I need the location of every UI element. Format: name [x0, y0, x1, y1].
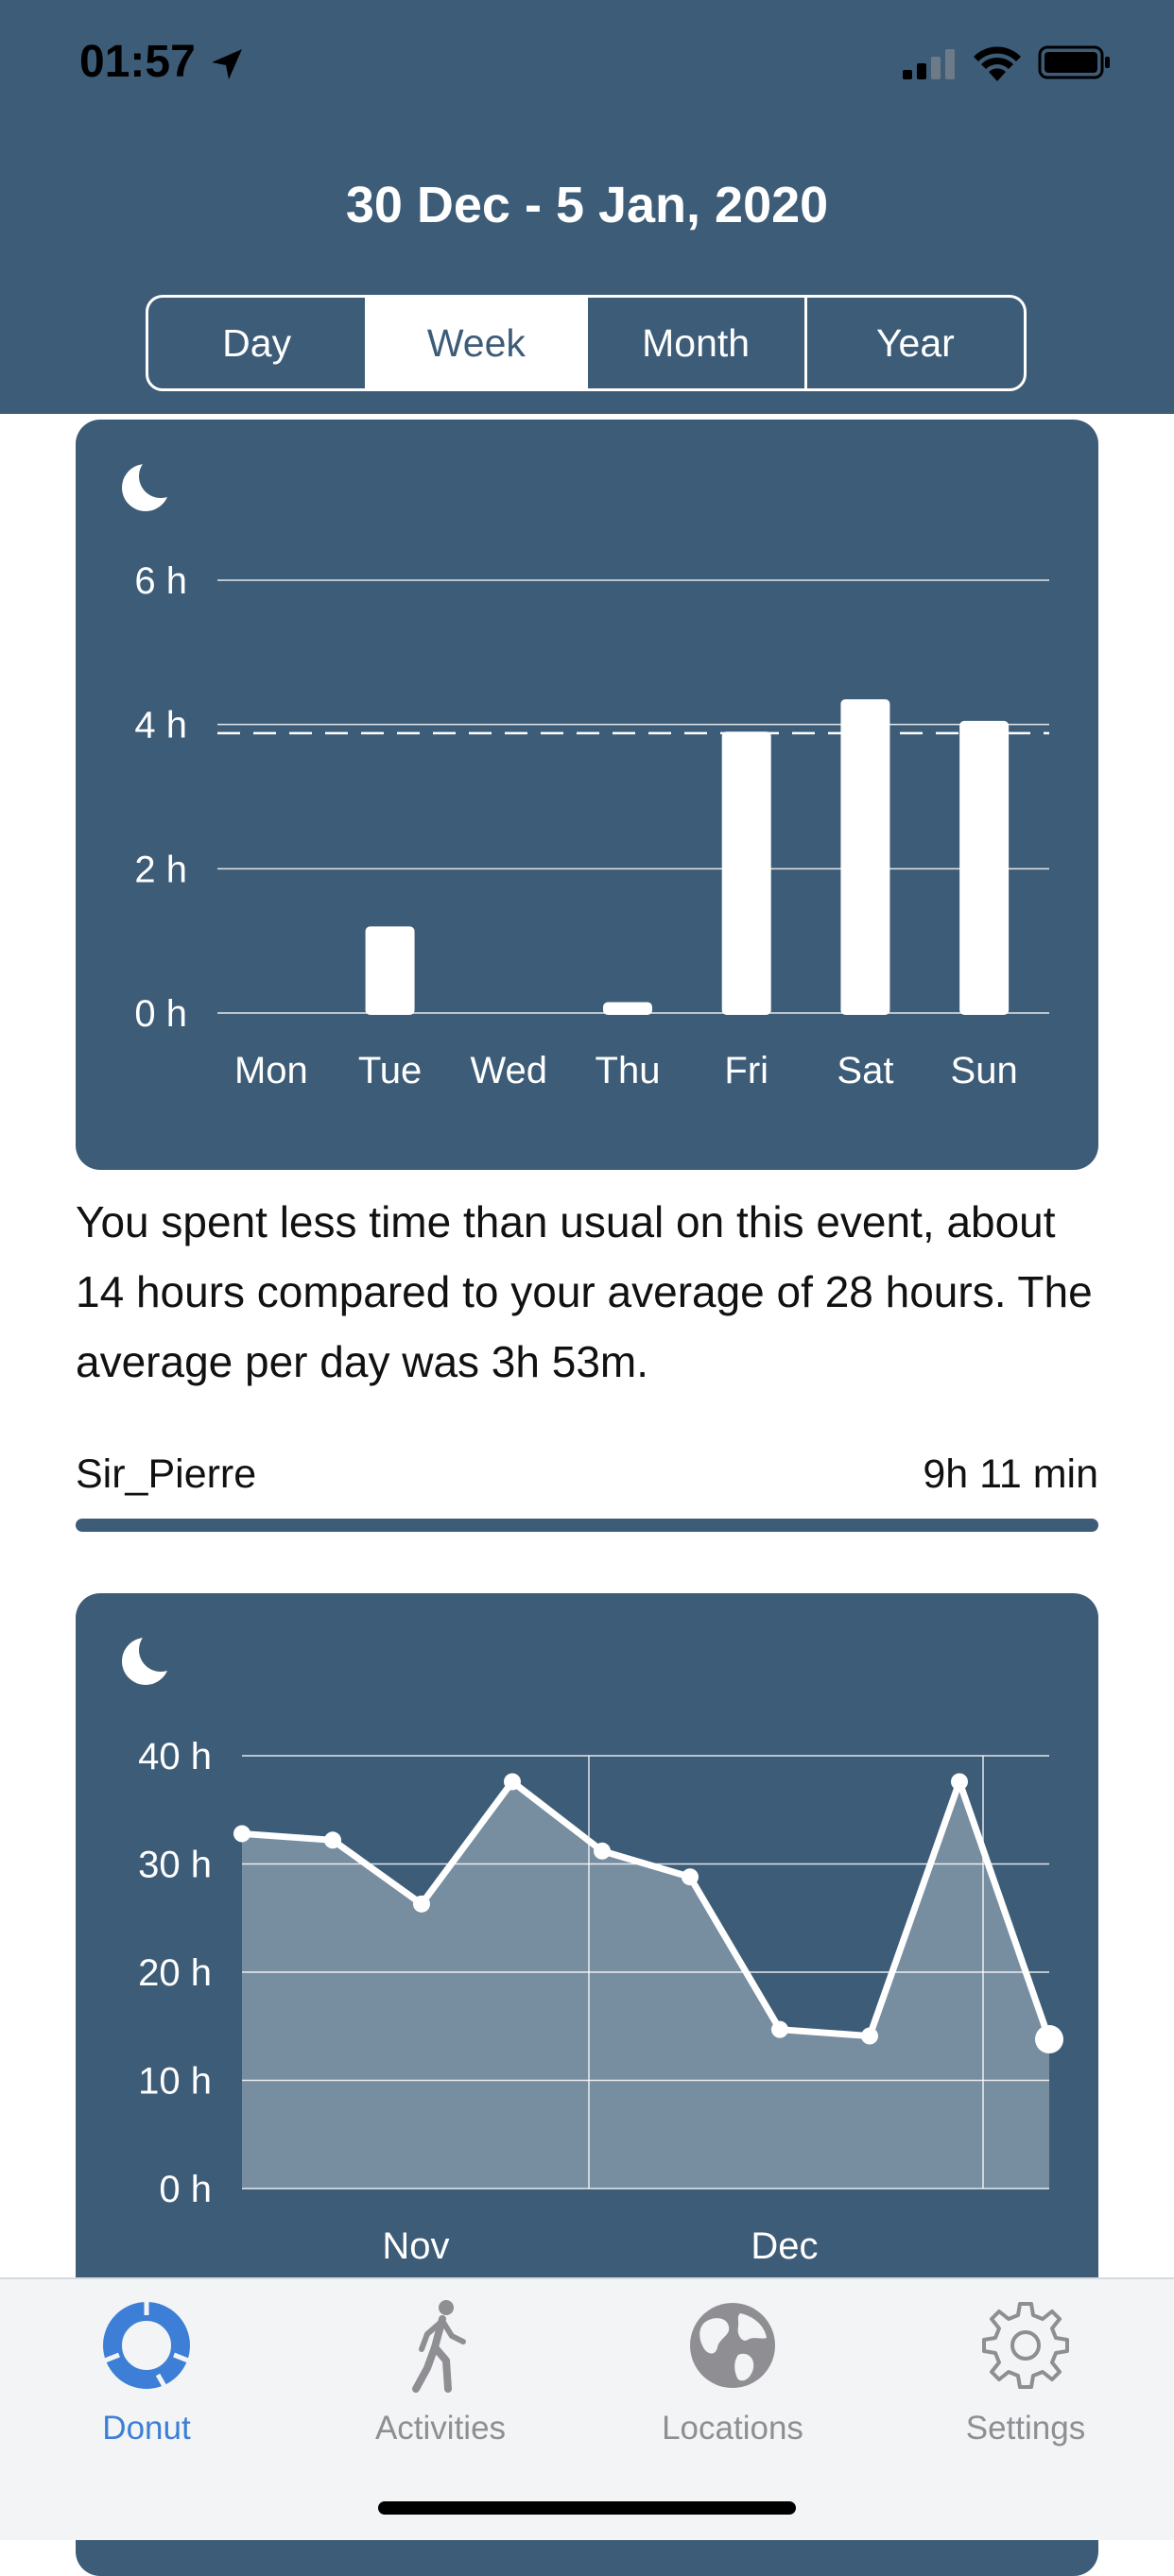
- y-tick-label: 0 h: [159, 2169, 212, 2210]
- data-point: [233, 1825, 250, 1843]
- y-tick-label: 2 h: [134, 849, 187, 890]
- person-name: Sir_Pierre: [76, 1451, 257, 1497]
- donut-icon: [103, 2298, 190, 2390]
- data-point: [324, 1831, 341, 1849]
- bar-fri: [721, 731, 771, 1015]
- home-indicator: [378, 2501, 796, 2515]
- y-tick-label: 6 h: [134, 560, 187, 602]
- y-tick-label: 10 h: [138, 2061, 212, 2103]
- bar-thu: [603, 1002, 652, 1015]
- weekly-bar-chart-card: 0 h 2 h 4 h 6 h Mon Tue Wed Thu Fri Sat Sun: [76, 420, 1098, 1170]
- gear-icon: [982, 2302, 1069, 2389]
- tab-activities[interactable]: Activities: [318, 2298, 563, 2468]
- history-area-chart: 0 h 10 h 20 h 30 h 40 h Nov Dec: [122, 1628, 1063, 2267]
- x-tick-label: Sat: [837, 1050, 893, 1091]
- tab-bar: Donut Activities Locations Settings: [0, 2277, 1174, 2540]
- header: 01:57 30 Dec - 5 Jan, 2020 Day Week Mont…: [0, 0, 1174, 414]
- data-point: [413, 1895, 430, 1913]
- segment-month[interactable]: Month: [588, 298, 807, 388]
- x-tick-label: Thu: [596, 1050, 661, 1091]
- bar-tue: [365, 926, 415, 1015]
- tab-settings-label: Settings: [965, 2410, 1086, 2447]
- x-tick-label: Fri: [724, 1050, 768, 1091]
- x-tick-label: Mon: [234, 1050, 308, 1091]
- person-time: 9h 11 min: [923, 1451, 1098, 1497]
- globe-icon: [690, 2303, 775, 2388]
- data-point: [771, 2020, 788, 2038]
- signal-icon: [903, 49, 955, 79]
- moon-icon: [122, 1628, 182, 1685]
- moon-icon: [122, 455, 182, 511]
- x-tick-label: Wed: [471, 1050, 548, 1091]
- segment-day[interactable]: Day: [148, 298, 369, 388]
- summary-text: You spent less time than usual on this e…: [76, 1197, 1093, 1386]
- x-tick-label: Sun: [951, 1050, 1018, 1091]
- data-point: [951, 1773, 968, 1791]
- area-fill: [242, 1781, 1049, 2189]
- data-point: [594, 1842, 611, 1860]
- y-tick-label: 20 h: [138, 1952, 212, 1994]
- tab-locations-label: Locations: [662, 2410, 803, 2447]
- period-segmented-control: Day Week Month Year: [146, 295, 1027, 391]
- battery-icon: [1038, 45, 1110, 79]
- location-arrow-icon: [212, 49, 242, 79]
- moon-shade: [139, 455, 182, 498]
- y-tick-label: 30 h: [138, 1845, 212, 1886]
- data-point: [1035, 2024, 1063, 2053]
- moon-shade: [139, 1628, 182, 1672]
- x-tick-label: Nov: [382, 2225, 449, 2267]
- tab-locations[interactable]: Locations: [610, 2298, 855, 2468]
- page-title: 30 Dec - 5 Jan, 2020: [345, 177, 829, 233]
- walking-person-icon: [412, 2300, 466, 2393]
- bar-sun: [959, 720, 1010, 1015]
- person-progress-bar: [76, 1519, 1098, 1532]
- data-point: [682, 1868, 699, 1886]
- y-tick-label: 4 h: [134, 705, 187, 747]
- data-point: [504, 1773, 521, 1791]
- y-tick-label: 40 h: [138, 1736, 212, 1777]
- tab-donut-label: Donut: [102, 2410, 191, 2447]
- data-point: [861, 2027, 878, 2045]
- tab-activities-label: Activities: [374, 2410, 507, 2447]
- bar-sat: [840, 698, 890, 1015]
- tab-donut[interactable]: Donut: [24, 2298, 269, 2468]
- segment-year[interactable]: Year: [875, 320, 955, 365]
- x-tick-label: Tue: [358, 1050, 422, 1091]
- weekly-bar-chart: 0 h 2 h 4 h 6 h Mon Tue Wed Thu Fri Sat Sun: [122, 455, 1049, 1091]
- y-tick-label: 0 h: [134, 993, 187, 1035]
- status-time: 01:57: [79, 37, 196, 87]
- segment-week[interactable]: Week: [368, 298, 588, 388]
- x-tick-label: Dec: [751, 2225, 818, 2267]
- wifi-icon: [974, 46, 1021, 81]
- area-line: [241, 1777, 1053, 2041]
- tab-settings[interactable]: Settings: [903, 2298, 1148, 2468]
